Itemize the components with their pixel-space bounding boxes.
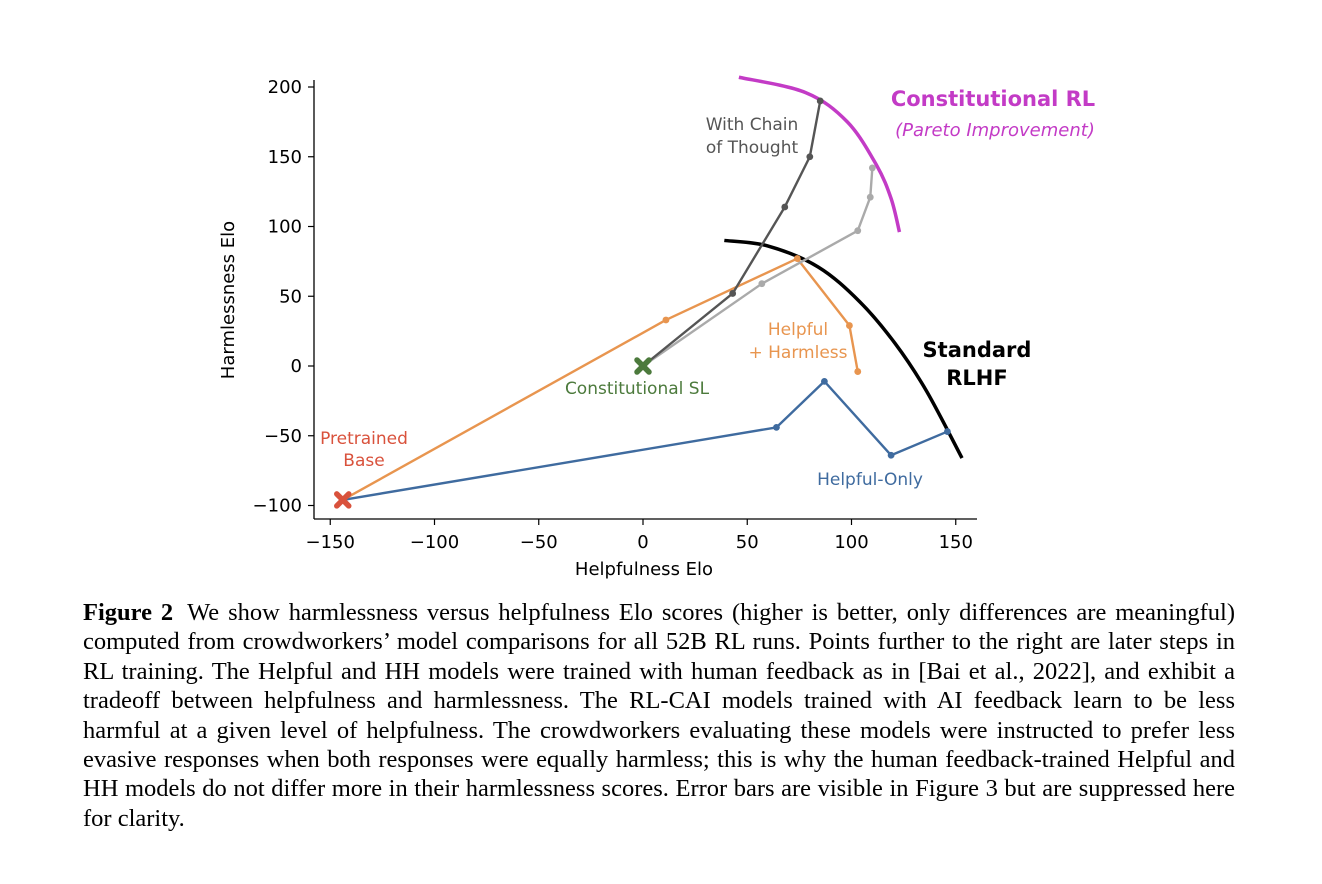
data-point-helpful-harmless xyxy=(793,255,801,262)
figure-caption: Figure 2 We show harmlessness versus help… xyxy=(83,598,1235,833)
figure-label: Figure 2 xyxy=(83,599,174,626)
marker-constitutional-sl xyxy=(634,357,652,375)
label-standard-rlhf-2: RLHF xyxy=(946,366,1007,390)
label-constitutional-rl: Constitutional RL xyxy=(891,87,1095,111)
marker-pretrained-base xyxy=(334,491,352,509)
y-axis-label: Harmlessness Elo xyxy=(218,221,239,379)
data-point-helpful-harmless xyxy=(846,322,853,329)
marker-stroke xyxy=(334,491,352,509)
data-point-constitutional-rl xyxy=(868,164,876,172)
data-point-constitutional-rl xyxy=(854,227,862,235)
start-markers xyxy=(334,357,652,509)
x-tick-label: 150 xyxy=(939,532,973,553)
frontier-curves xyxy=(724,75,964,459)
data-point-constitutional-rl xyxy=(758,280,766,288)
data-point-helpful-only xyxy=(773,423,780,431)
label-constitutional-sl: Constitutional SL xyxy=(565,379,710,399)
data-point-helpful-only xyxy=(887,451,895,459)
series-line-constitutional-rl xyxy=(642,167,874,367)
y-tick-label: 0 xyxy=(291,356,302,377)
y-tick-label: −50 xyxy=(264,426,302,447)
label-pretrained-base-1: Pretrained xyxy=(320,429,408,449)
data-point-helpful-only xyxy=(820,377,828,385)
data-point-with-chain-of-thought xyxy=(729,290,737,297)
data-point-constitutional-rl xyxy=(866,193,874,201)
y-tick-label: −100 xyxy=(253,496,302,517)
standard-rlhf-frontier-curve xyxy=(724,238,964,459)
x-tick-label: −150 xyxy=(306,532,355,553)
data-point-helpful-harmless xyxy=(662,316,670,324)
label-pareto-improvement: (Pareto Improvement) xyxy=(895,120,1095,141)
x-tick-label: −100 xyxy=(410,532,459,553)
x-axis-label: Helpfulness Elo xyxy=(575,559,713,580)
data-point-helpful-harmless xyxy=(854,368,862,375)
x-tick-label: 50 xyxy=(736,532,759,553)
series-lines xyxy=(342,97,951,502)
harmlessness-vs-helpfulness-chart: −150 −100 −50 0 50 100 150−100−50050100150200 … xyxy=(218,75,1095,580)
data-point-with-chain-of-thought xyxy=(781,203,789,211)
x-tick-label: −50 xyxy=(520,532,558,553)
data-point-with-chain-of-thought xyxy=(816,97,824,105)
y-tick-label: 50 xyxy=(279,286,302,307)
constitutional-rl-frontier-curve xyxy=(738,75,902,233)
label-chain-of-thought-1: With Chain xyxy=(706,115,799,135)
label-helpful-only: Helpful-Only xyxy=(817,470,923,490)
label-standard-rlhf-1: Standard xyxy=(923,338,1032,362)
x-tick-label: 100 xyxy=(834,532,868,553)
y-tick-label: 150 xyxy=(268,147,302,168)
marker-stroke xyxy=(634,357,652,375)
y-tick-label: 200 xyxy=(268,77,302,98)
y-tick-label: 100 xyxy=(268,217,302,238)
x-tick-label: 0 xyxy=(637,532,648,553)
caption-text: We show harmlessness versus helpfulness … xyxy=(83,599,1235,832)
data-point-with-chain-of-thought xyxy=(806,153,814,161)
label-pretrained-base-2: Base xyxy=(343,451,384,471)
label-helpful-harmless-2: + Harmless xyxy=(749,343,848,363)
label-chain-of-thought-2: of Thought xyxy=(706,138,799,158)
data-point-helpful-only xyxy=(944,428,951,435)
label-helpful-harmless-1: Helpful xyxy=(768,320,828,340)
